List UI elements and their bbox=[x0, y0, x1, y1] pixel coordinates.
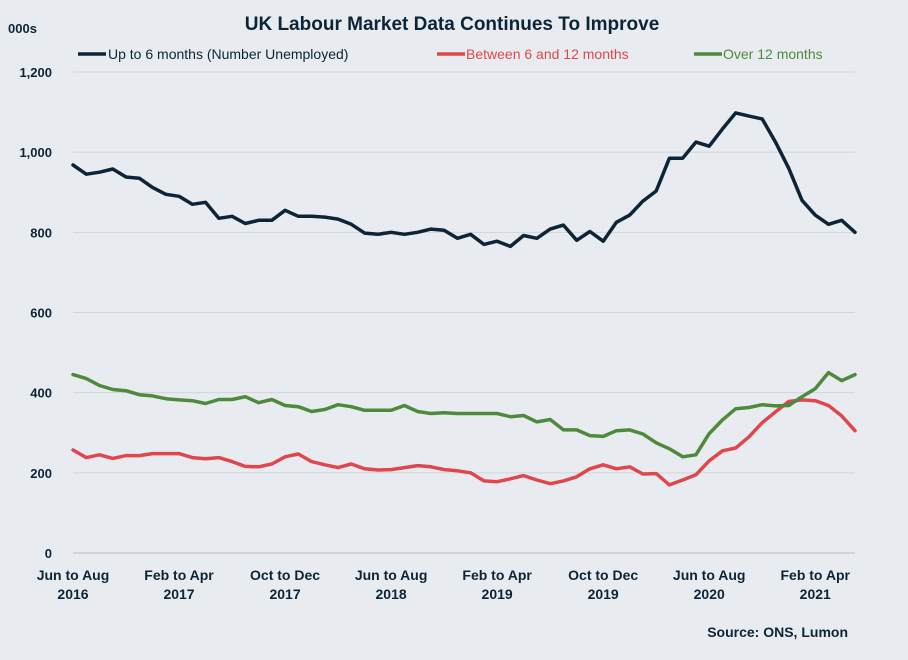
legend-label-over-12-months: Over 12 months bbox=[723, 46, 823, 62]
chart-title: UK Labour Market Data Continues To Impro… bbox=[245, 14, 660, 35]
y-tick-label: 1,200 bbox=[19, 65, 52, 80]
x-tick-label-year: 2019 bbox=[482, 586, 513, 602]
series-line-up-to-6-months bbox=[71, 111, 857, 249]
x-tick-label-year: 2019 bbox=[588, 586, 619, 602]
source-note: Source: ONS, Lumon bbox=[707, 624, 848, 640]
legend: Up to 6 months (Number Unemployed) Betwe… bbox=[78, 46, 823, 62]
x-tick-label: Feb to Apr bbox=[462, 567, 532, 583]
legend-label-6-to-12-months: Between 6 and 12 months bbox=[466, 46, 629, 62]
x-tick-label-year: 2018 bbox=[376, 586, 407, 602]
series-line-over-12-months bbox=[71, 370, 857, 459]
x-tick-label: Jun to Aug bbox=[37, 567, 110, 583]
y-axis: 0 200 400 600 800 1,000 1,200 bbox=[19, 65, 52, 561]
x-axis: Jun to Aug 2016 Feb to Apr 2017 Oct to Dec 20… bbox=[37, 567, 851, 602]
y-tick-label: 600 bbox=[30, 306, 52, 321]
y-tick-label: 800 bbox=[30, 225, 52, 240]
x-tick-label: Feb to Apr bbox=[144, 567, 214, 583]
x-tick-label: Jun to Aug bbox=[355, 567, 428, 583]
x-tick-label: Oct to Dec bbox=[568, 567, 638, 583]
y-tick-label: 0 bbox=[45, 546, 52, 561]
x-tick-label: Feb to Apr bbox=[780, 567, 850, 583]
series-line-6-to-12-months bbox=[71, 398, 857, 487]
x-tick-label-year: 2017 bbox=[269, 586, 300, 602]
x-tick-label-year: 2017 bbox=[163, 586, 194, 602]
series-lines bbox=[71, 111, 857, 487]
x-tick-label-year: 2021 bbox=[800, 586, 831, 602]
x-tick-label-year: 2020 bbox=[694, 586, 725, 602]
y-tick-label: 1,000 bbox=[19, 145, 52, 160]
legend-label-up-to-6-months: Up to 6 months (Number Unemployed) bbox=[108, 46, 348, 62]
y-axis-unit: 000s bbox=[8, 21, 37, 36]
legend-entry-6-to-12-months: Between 6 and 12 months bbox=[437, 46, 629, 62]
x-tick-label-year: 2016 bbox=[57, 586, 88, 602]
y-tick-label: 200 bbox=[30, 466, 52, 481]
y-tick-label: 400 bbox=[30, 386, 52, 401]
x-tick-label: Jun to Aug bbox=[673, 567, 746, 583]
legend-entry-over-12-months: Over 12 months bbox=[694, 46, 823, 62]
x-tick-label: Oct to Dec bbox=[250, 567, 320, 583]
gridlines bbox=[73, 71, 855, 554]
legend-entry-up-to-6-months: Up to 6 months (Number Unemployed) bbox=[78, 46, 348, 62]
